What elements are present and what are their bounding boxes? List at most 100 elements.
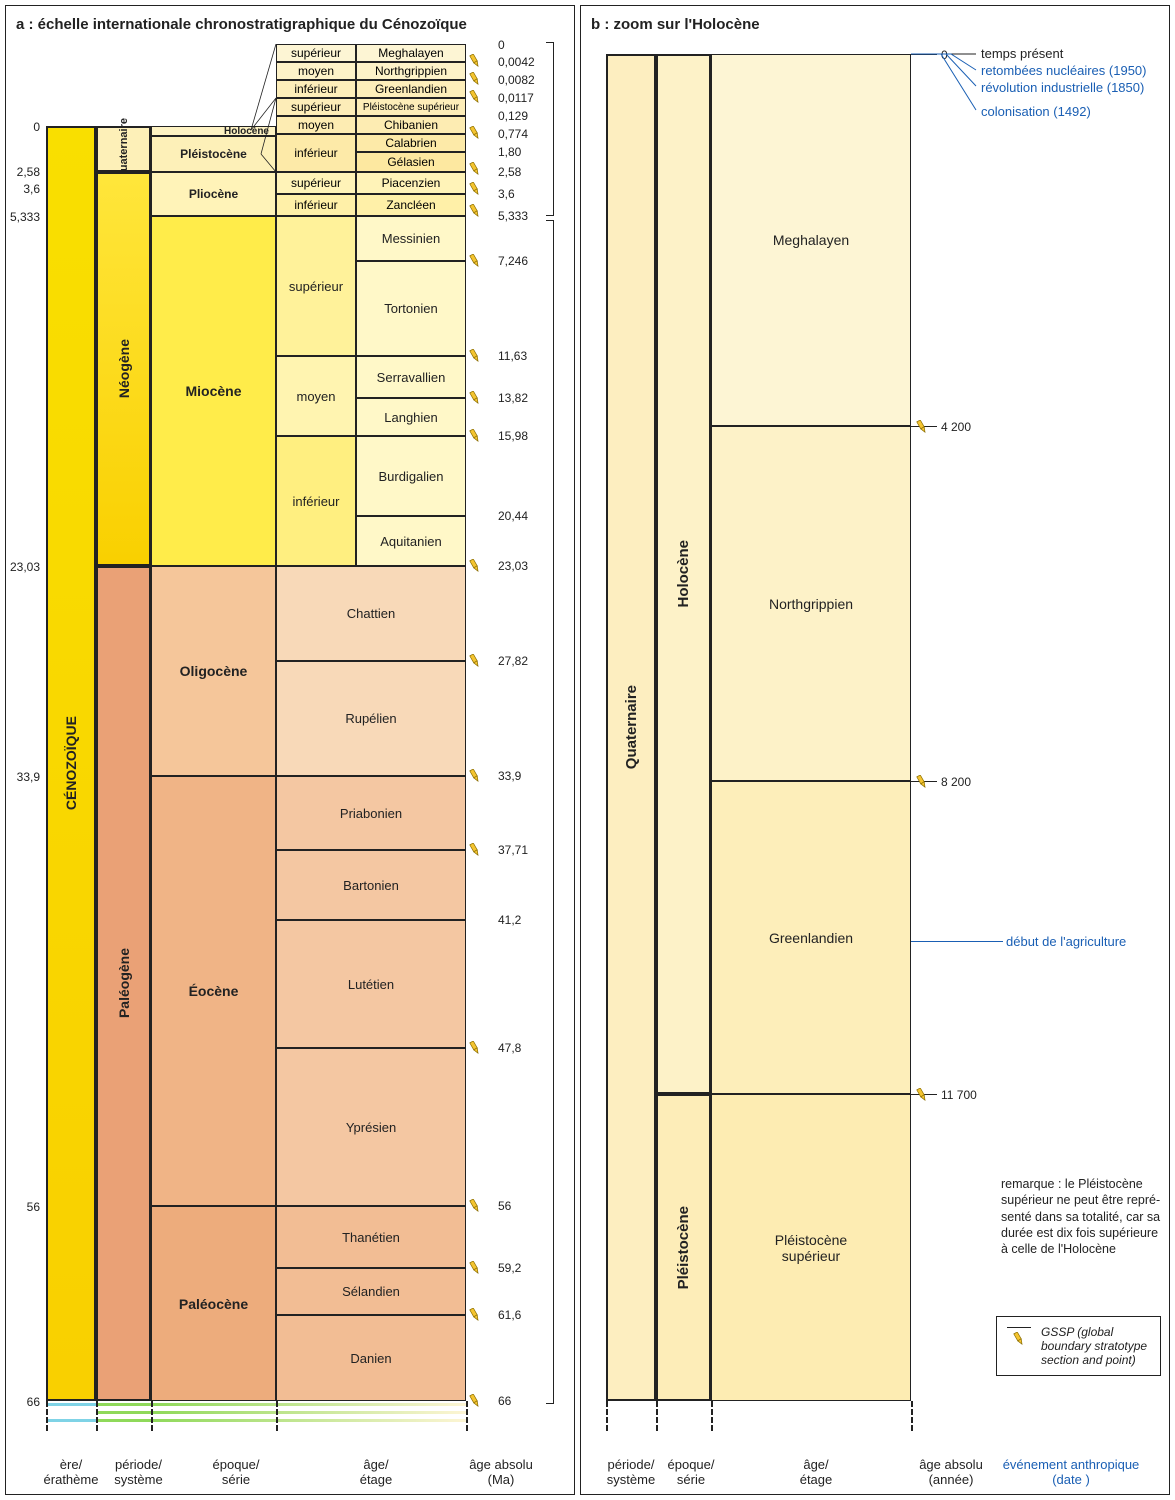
- epoch-paleocene: Paléocène: [151, 1206, 276, 1401]
- gssp-icon: [468, 769, 482, 783]
- right-tick: 27,82: [498, 654, 528, 668]
- epoch-oligocene: Oligocène: [151, 566, 276, 776]
- right-tick: 0,0042: [498, 55, 535, 69]
- right-tick: 0,774: [498, 127, 528, 141]
- right-tick: 47,8: [498, 1041, 521, 1055]
- stage-priabonien: Priabonien: [276, 776, 466, 850]
- axis-labels-b: période/ système époque/ série âge/ étag…: [581, 1457, 1169, 1488]
- stage-pleistosup: Pléistocène supérieur: [356, 98, 466, 116]
- stage-serravallien: Serravallien: [356, 356, 466, 398]
- left-tick: 56: [6, 1200, 40, 1214]
- right-tick: 0,129: [498, 109, 528, 123]
- stage-messinien: Messinien: [356, 216, 466, 261]
- callout-inf3: inférieur: [276, 194, 356, 216]
- stage-chibanien: Chibanien: [356, 116, 466, 134]
- left-tick: 33,9: [6, 770, 40, 784]
- gssp-icon: [468, 182, 482, 196]
- gssp-icon: [468, 843, 482, 857]
- miocene-sup: supérieur: [276, 216, 356, 356]
- epoch-miocene: Miocène: [151, 216, 276, 566]
- stage-meghalayen: Meghalayen: [356, 44, 466, 62]
- stage-ypresien: Yprésien: [276, 1048, 466, 1206]
- event-nucleaire: retombées nucléaires (1950): [981, 63, 1146, 79]
- right-tick: 1,80: [498, 145, 521, 159]
- event-connectors: [911, 46, 1001, 126]
- b-epoch-holocene: Holocène: [656, 54, 711, 1094]
- gssp-icon: [468, 1394, 482, 1408]
- gssp-icon: [915, 420, 929, 434]
- left-tick: 3,6: [6, 182, 40, 196]
- left-tick: 5,333: [6, 210, 40, 224]
- epoch-pleistocene: Pléistocène: [151, 136, 276, 172]
- bracket-upper: [546, 42, 554, 216]
- callout-sup1: supérieur: [276, 44, 356, 62]
- callout-moy1: moyen: [276, 62, 356, 80]
- gssp-icon: [468, 72, 482, 86]
- erathem-cenozoique: CÉNOZOÏQUE: [46, 126, 96, 1401]
- stage-calabrien: Calabrien: [356, 134, 466, 152]
- right-tick: 7,246: [498, 254, 528, 268]
- stage-aquitanien: Aquitanien: [356, 516, 466, 566]
- b-period-quaternaire: Quaternaire: [606, 54, 656, 1401]
- right-tick: 3,6: [498, 187, 515, 201]
- bracket-main: [546, 220, 554, 1404]
- gssp-icon: [468, 54, 482, 68]
- stage-northgrippien: Northgrippien: [356, 62, 466, 80]
- miocene-moy: moyen: [276, 356, 356, 436]
- gssp-icon: [468, 126, 482, 140]
- stage-chattien: Chattien: [276, 566, 466, 661]
- callout-moy2: moyen: [276, 116, 356, 134]
- pleistocene-note: remarque : le Pléistocène supérieur ne p…: [1001, 1176, 1161, 1257]
- gssp-icon: [468, 1199, 482, 1213]
- future-stripes-b: [606, 1403, 911, 1431]
- b-age-pleistosup: Pléistocène supérieur: [711, 1094, 911, 1401]
- stage-piacenzien: Piacenzien: [356, 172, 466, 194]
- b-age-meghalayen: Meghalayen: [711, 54, 911, 426]
- gssp-icon: [468, 90, 482, 104]
- right-tick: 13,82: [498, 391, 528, 405]
- callout-sup2: supérieur: [276, 98, 356, 116]
- callout-inf1: inférieur: [276, 80, 356, 98]
- stage-greenlandien: Greenlandien: [356, 80, 466, 98]
- panel-b-title: b : zoom sur l'Holocène: [581, 6, 1169, 33]
- b-tick: 11 700: [941, 1088, 977, 1102]
- gssp-icon: [915, 775, 929, 789]
- stage-zancleen: Zancléen: [356, 194, 466, 216]
- stage-bartonien: Bartonien: [276, 850, 466, 920]
- stage-tortonien: Tortonien: [356, 261, 466, 356]
- left-tick: 2,58: [6, 165, 40, 179]
- stage-gelasien: Gélasien: [356, 152, 466, 172]
- right-tick: 23,03: [498, 559, 528, 573]
- event-revolution: révolution industrielle (1850): [981, 80, 1144, 96]
- panel-a-title: a : échelle internationale chronostratig…: [6, 6, 574, 33]
- panel-a: a : échelle internationale chronostratig…: [5, 5, 575, 1495]
- right-tick: 0,0117: [498, 91, 534, 105]
- gssp-icon: [468, 559, 482, 573]
- b-tick: 8 200: [941, 775, 971, 789]
- left-tick: 0: [6, 120, 40, 134]
- right-tick: 2,58: [498, 165, 521, 179]
- stage-thanetien: Thanétien: [276, 1206, 466, 1268]
- b-epoch-pleistocene: Pléistocène: [656, 1094, 711, 1401]
- right-tick: 41,2: [498, 913, 521, 927]
- callout-sup3: supérieur: [276, 172, 356, 194]
- gssp-icon: [468, 391, 482, 405]
- gssp-icon: [468, 654, 482, 668]
- gssp-icon: [468, 1041, 482, 1055]
- epoch-pliocene: Pliocène: [151, 172, 276, 216]
- stage-lutetien: Lutétien: [276, 920, 466, 1048]
- right-tick: 11,63: [498, 349, 527, 363]
- right-tick: 59,2: [498, 1261, 521, 1275]
- b-age-greenlandien: Greenlandien: [711, 781, 911, 1094]
- stage-burdigalien: Burdigalien: [356, 436, 466, 516]
- gssp-legend: GSSP (global boundary stratotype section…: [996, 1316, 1161, 1376]
- gssp-icon: [468, 204, 482, 218]
- stage-danien: Danien: [276, 1315, 466, 1401]
- right-tick: 37,71: [498, 843, 528, 857]
- right-tick: 0: [498, 38, 505, 52]
- left-tick: 66: [6, 1395, 40, 1409]
- right-tick: 56: [498, 1199, 511, 1213]
- gssp-icon: [468, 254, 482, 268]
- right-tick: 5,333: [498, 209, 528, 223]
- axis-labels-a: ère/ érathème période/ système époque/ s…: [6, 1457, 574, 1488]
